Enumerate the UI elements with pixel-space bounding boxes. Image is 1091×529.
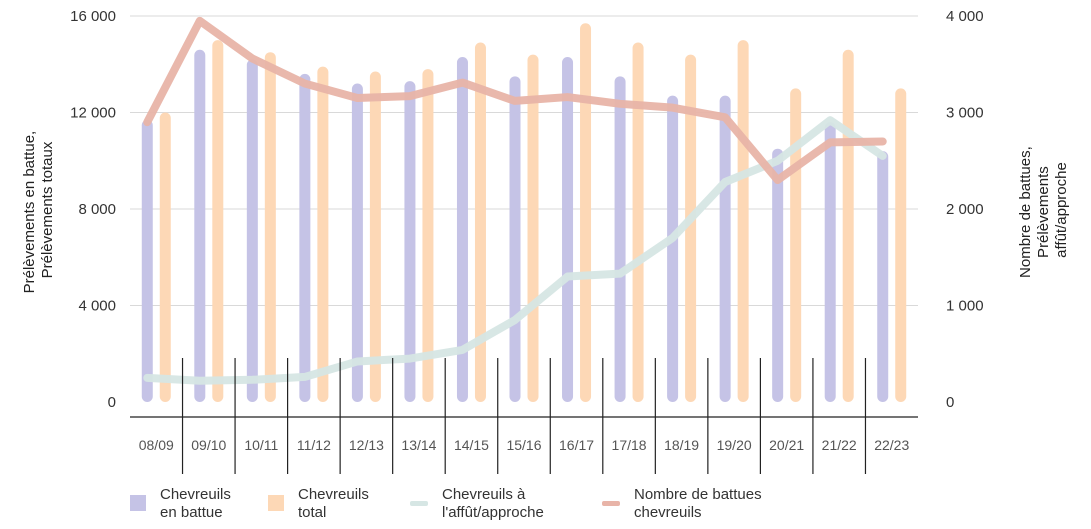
series-line <box>143 116 887 385</box>
bar <box>369 71 381 403</box>
right-tick-label: 2 000 <box>946 201 984 218</box>
bar <box>212 40 224 402</box>
right-axis-ticks: 0 1 000 2 000 3 000 4 000 <box>946 8 984 411</box>
bar <box>141 119 153 403</box>
legend-label-total-line-2: total <box>298 504 327 521</box>
bar <box>317 66 329 402</box>
left-axis-title-line-2: Prélèvements totaux <box>39 141 56 278</box>
bar <box>667 95 679 403</box>
left-tick-label: 16 000 <box>70 8 116 25</box>
bars <box>141 23 907 403</box>
legend-swatch-battues <box>602 501 620 506</box>
series-line <box>143 16 887 185</box>
legend-item-battue: Chevreuils en battue <box>130 486 290 522</box>
bar <box>474 42 486 402</box>
bar <box>685 54 697 402</box>
left-tick-label: 12 000 <box>70 105 116 122</box>
right-axis-title-line-3: affût/approche <box>1053 162 1070 258</box>
bar <box>264 52 276 402</box>
bar <box>614 76 626 402</box>
left-tick-label: 4 000 <box>78 298 116 315</box>
x-tick-label: 18/19 <box>664 437 699 453</box>
bar <box>772 148 784 402</box>
x-tick-label: 09/10 <box>191 437 226 453</box>
right-tick-label: 4 000 <box>946 8 984 25</box>
bar <box>246 59 258 403</box>
legend-label-affut-line-2: l'affût/approche <box>442 504 544 521</box>
legend-label-total-line-1: Chevreuils <box>298 486 369 503</box>
bar <box>632 42 644 402</box>
left-axis-title: Prélèvements en battue, Prélèvements tot… <box>21 127 56 294</box>
bar <box>422 69 434 402</box>
legend-swatch-affut <box>410 501 428 506</box>
chart-svg: 08/09 09/10 10/11 11/12 12/13 13/14 14/15 15/16… <box>21 8 1070 474</box>
legend: Chevreuils en battue Chevreuils total Ch… <box>0 486 1091 529</box>
legend-label-affut: Chevreuils à l'affût/approche <box>442 486 592 522</box>
x-tick-label: 19/20 <box>717 437 752 453</box>
series-lines <box>143 16 887 385</box>
legend-swatch-total <box>268 495 284 511</box>
x-tick-label: 12/13 <box>349 437 384 453</box>
legend-label-battues-line-2: chevreuils <box>634 504 702 521</box>
bar <box>351 83 363 403</box>
right-tick-label: 1 000 <box>946 298 984 315</box>
legend-label-battue-line-2: en battue <box>160 504 223 521</box>
right-axis-title: Nombre de battues, Prélèvements affût/ap… <box>1017 142 1070 278</box>
right-axis-title-line-1: Nombre de battues, <box>1017 146 1034 278</box>
bar <box>527 54 539 402</box>
x-tick-label: 22/23 <box>874 437 909 453</box>
bar <box>824 122 836 403</box>
bar <box>790 88 802 402</box>
bar <box>159 112 171 402</box>
left-tick-label: 8 000 <box>78 201 116 218</box>
legend-label-battue: Chevreuils en battue <box>160 486 290 522</box>
legend-label-affut-line-1: Chevreuils à <box>442 486 526 503</box>
x-tick-label: 16/17 <box>559 437 594 453</box>
right-tick-label: 0 <box>946 394 954 411</box>
left-axis-ticks: 0 4 000 8 000 12 000 16 000 <box>70 8 116 411</box>
bar <box>842 49 854 403</box>
bar <box>877 151 889 402</box>
bar <box>194 49 206 403</box>
bar <box>404 81 416 402</box>
legend-label-battues: Nombre de battues chevreuils <box>634 486 804 522</box>
bar <box>456 57 468 402</box>
legend-item-battues: Nombre de battues chevreuils <box>602 486 804 522</box>
x-tick-label: 10/11 <box>244 437 278 453</box>
x-tick-label: 14/15 <box>454 437 489 453</box>
x-tick-label: 17/18 <box>612 437 647 453</box>
x-axis: 08/09 09/10 10/11 11/12 12/13 13/14 14/15 15/16… <box>130 358 918 474</box>
x-tick-label: 21/22 <box>822 437 857 453</box>
bar <box>299 73 311 403</box>
legend-item-total: Chevreuils total <box>268 486 428 522</box>
x-tick-label: 15/16 <box>506 437 541 453</box>
bar <box>509 76 521 402</box>
legend-swatch-battue <box>130 495 146 511</box>
legend-label-total: Chevreuils total <box>298 486 428 522</box>
left-tick-label: 0 <box>108 394 116 411</box>
right-tick-label: 3 000 <box>946 105 984 122</box>
left-axis-title-line-1: Prélèvements en battue, <box>21 131 38 294</box>
right-axis-title-line-2: Prélèvements <box>1035 166 1052 258</box>
bar <box>737 40 749 402</box>
x-tick-label: 08/09 <box>139 437 174 453</box>
legend-label-battues-line-1: Nombre de battues <box>634 486 762 503</box>
x-tick-label: 13/14 <box>401 437 436 453</box>
legend-item-affut: Chevreuils à l'affût/approche <box>410 486 592 522</box>
legend-label-battue-line-1: Chevreuils <box>160 486 231 503</box>
bar <box>895 88 907 402</box>
bar <box>580 23 592 403</box>
bar <box>719 95 731 403</box>
gridlines <box>130 15 918 306</box>
x-tick-label: 20/21 <box>769 437 804 453</box>
x-tick-label: 11/12 <box>297 437 331 453</box>
bar <box>562 57 574 402</box>
